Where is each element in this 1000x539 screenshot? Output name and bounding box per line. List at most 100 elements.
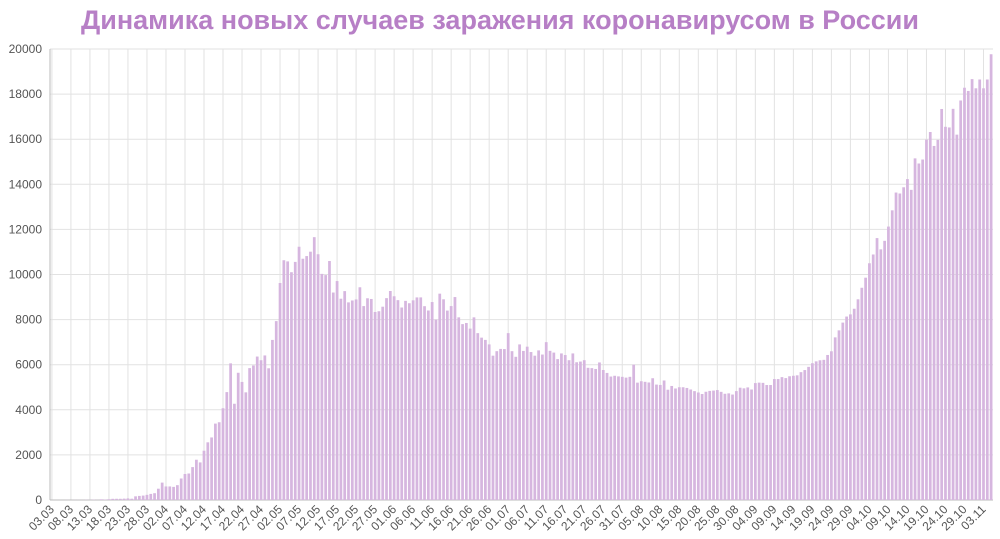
bar: [476, 333, 480, 500]
bar: [579, 361, 582, 500]
bar: [548, 350, 552, 500]
bar: [887, 226, 890, 500]
bar: [769, 385, 772, 500]
bar: [404, 300, 407, 500]
bar: [487, 344, 491, 500]
bar: [506, 333, 510, 500]
bar: [681, 387, 685, 500]
bar: [278, 283, 282, 500]
bar: [312, 237, 316, 500]
bar: [966, 90, 970, 501]
bar: [989, 54, 993, 501]
bar: [761, 382, 765, 500]
bar: [864, 277, 867, 500]
bar: [480, 337, 483, 500]
bar: [921, 159, 925, 500]
bar: [438, 293, 442, 500]
bar: [217, 422, 221, 500]
bar: [822, 359, 826, 500]
bar: [734, 391, 738, 500]
bar: [605, 372, 609, 500]
bar: [974, 88, 978, 500]
bar: [244, 392, 248, 500]
bar: [552, 352, 556, 500]
bar: [894, 192, 898, 501]
bar: [670, 385, 674, 500]
bar: [195, 459, 198, 500]
bar: [700, 394, 704, 500]
bar: [696, 392, 700, 500]
bar: [807, 366, 810, 500]
bar: [343, 291, 347, 500]
bar: [662, 380, 666, 500]
bar: [176, 485, 179, 500]
bar: [453, 297, 457, 500]
bar: [795, 375, 799, 500]
bar: [944, 126, 947, 501]
bar: [214, 423, 217, 500]
bar: [978, 79, 982, 500]
bar: [772, 379, 776, 500]
bar: [499, 348, 502, 500]
y-tick-label: 20000: [9, 42, 43, 56]
bar: [468, 328, 472, 500]
bar: [172, 486, 175, 500]
bar: [240, 381, 244, 500]
bar: [210, 437, 213, 500]
bar: [567, 360, 571, 500]
bar: [423, 306, 426, 500]
y-tick-label: 6000: [15, 358, 42, 372]
bar: [818, 360, 822, 500]
bar: [715, 390, 719, 500]
bar: [560, 353, 563, 500]
bar: [267, 368, 271, 500]
bar: [613, 375, 617, 500]
bar: [426, 310, 430, 500]
bar: [753, 383, 757, 500]
bar: [282, 260, 286, 500]
bar: [601, 369, 605, 500]
bar: [947, 127, 951, 500]
bar: [913, 158, 917, 500]
bar: [274, 321, 278, 500]
bar: [742, 388, 746, 500]
bar: [765, 385, 769, 500]
bar: [252, 365, 255, 500]
bar: [879, 249, 883, 500]
bar: [388, 291, 392, 500]
bar: [917, 163, 921, 500]
bar: [826, 354, 829, 500]
bar: [206, 442, 210, 500]
bar: [290, 272, 293, 500]
bar: [799, 372, 803, 500]
bar: [955, 134, 959, 500]
bar: [959, 100, 963, 500]
bar: [598, 362, 601, 500]
bar: [738, 387, 742, 500]
bar: [563, 355, 567, 500]
bar: [328, 261, 331, 500]
bar: [430, 302, 434, 500]
bar: [130, 498, 134, 500]
bar: [544, 342, 548, 500]
bar: [457, 317, 461, 500]
bar: [518, 344, 521, 500]
bar: [970, 79, 974, 500]
bar: [347, 302, 350, 500]
bar: [951, 108, 955, 501]
bar: [122, 498, 126, 500]
bar: [556, 359, 559, 500]
bar: [442, 299, 445, 500]
bar: [385, 298, 388, 500]
bar: [445, 310, 449, 500]
bar: [415, 297, 419, 500]
chart-title: Динамика новых случаев заражения коронав…: [81, 5, 919, 35]
bar: [225, 392, 229, 500]
bar: [586, 367, 590, 500]
bar: [484, 339, 487, 500]
bar: [236, 372, 240, 500]
bar: [369, 298, 373, 500]
bar: [449, 306, 453, 500]
bar: [533, 355, 537, 500]
bar: [925, 139, 928, 500]
